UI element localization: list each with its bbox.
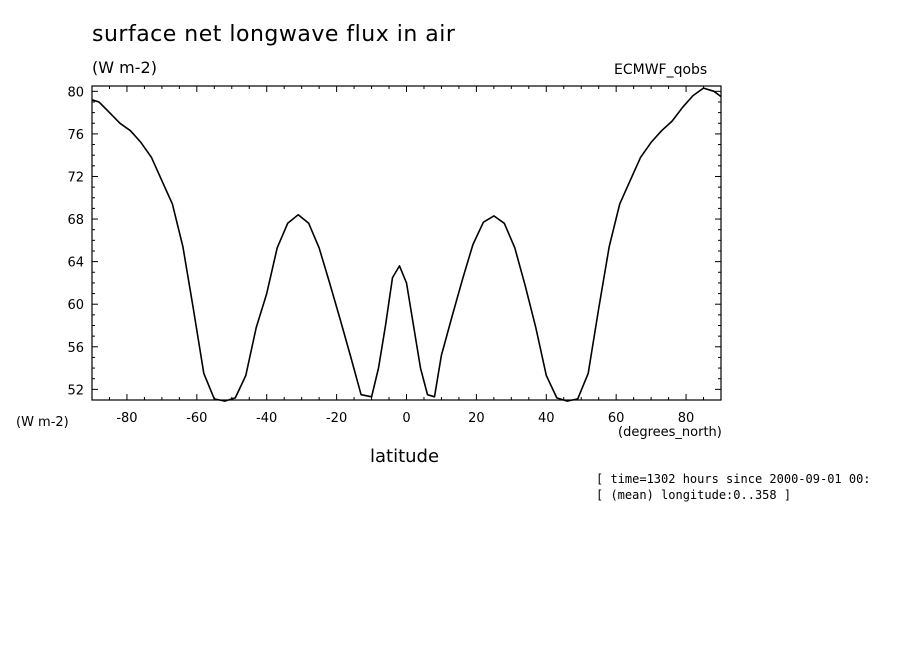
y-tick-label: 60 [67,298,84,313]
x-tick-label: 40 [538,411,555,426]
y-tick-label: 64 [67,256,84,271]
x-tick-label: 60 [608,411,625,426]
x-tick-label: -40 [256,411,277,426]
y-axis-units: (W m-2) [16,415,69,430]
series-line [91,87,722,402]
x-tick-label: -60 [186,411,207,426]
y-tick-label: 68 [67,213,84,228]
time-footnote: [ time=1302 hours since 2000-09-01 00: [596,472,871,486]
y-tick-label: 56 [67,341,84,356]
plot-frame [91,85,722,401]
y-axis: 52 56 60 64 68 72 76 80 [67,85,721,398]
x-axis: -80 -60 -40 -20 0 20 40 60 80 [91,86,722,426]
y-tick-label: 52 [67,383,84,398]
chart-title: surface net longwave flux in air [92,22,456,47]
x-tick-label: -20 [326,411,347,426]
y-tick-label: 72 [67,170,84,185]
x-tick-label: 80 [678,411,695,426]
source-label: ECMWF_qobs [614,62,708,78]
y-tick-label: 76 [67,128,84,143]
chart-units: (W m-2) [92,58,157,77]
x-axis-units: (degrees_north) [618,425,722,440]
x-tick-label: -80 [116,411,137,426]
x-axis-label: latitude [370,446,440,467]
longitude-footnote: [ (mean) longitude:0..358 ] [596,488,792,502]
y-tick-label: 80 [67,85,84,100]
x-tick-label: 20 [468,411,485,426]
series-group [91,87,722,402]
x-tick-label: 0 [402,411,410,426]
